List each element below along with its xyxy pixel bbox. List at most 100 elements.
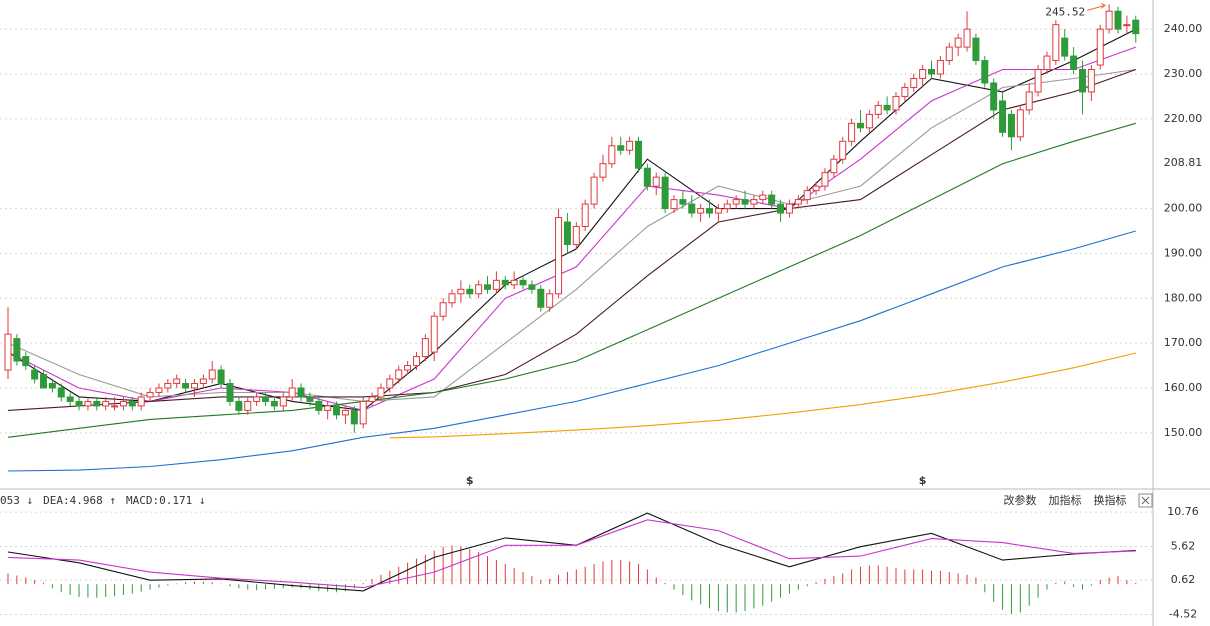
- candle-body: [723, 203, 731, 210]
- candle-body: [812, 185, 820, 192]
- indicator-line: [7, 46, 1136, 411]
- candle-body: [492, 279, 500, 290]
- event-marker: $: [466, 474, 474, 487]
- candle-body: [981, 60, 989, 84]
- candle-body: [57, 387, 65, 398]
- candle-body: [572, 226, 580, 245]
- candle-body: [821, 172, 829, 187]
- candle-body: [999, 100, 1007, 133]
- candle-body: [368, 396, 376, 402]
- candle-body: [235, 400, 243, 411]
- candle-body: [333, 405, 341, 416]
- candle-body: [448, 293, 456, 304]
- candle-body: [306, 396, 314, 402]
- candle-body: [679, 199, 687, 205]
- indicator-line: [7, 122, 1136, 438]
- candle-body: [626, 140, 634, 151]
- candle-body: [1096, 28, 1104, 66]
- candle-body: [510, 279, 518, 286]
- candle-body: [22, 356, 30, 367]
- candle-body: [546, 293, 554, 308]
- candle-body: [634, 140, 642, 169]
- candle-body: [794, 199, 802, 205]
- candle-body: [199, 378, 207, 384]
- y-tick-label: 10.76: [1167, 505, 1199, 518]
- high-arrow: [1086, 2, 1107, 11]
- candle-body: [972, 37, 980, 62]
- y-tick-label: 0.62: [1171, 573, 1196, 586]
- candle-body: [475, 284, 483, 295]
- y-tick-label: 240.00: [1164, 22, 1203, 35]
- candle-body: [581, 203, 589, 228]
- candle-body: [608, 145, 616, 165]
- candle-body: [75, 400, 83, 407]
- candle-body: [315, 400, 323, 411]
- candle-body: [945, 46, 953, 62]
- candle-body: [661, 176, 669, 210]
- candle-body: [146, 391, 154, 398]
- candle-body: [4, 333, 12, 371]
- close-icon: [1141, 496, 1150, 505]
- candle-body: [706, 208, 714, 214]
- candle-body: [919, 69, 927, 79]
- candle-body: [217, 369, 225, 384]
- candle-body: [102, 400, 110, 407]
- candle-body: [1025, 91, 1033, 111]
- candle-body: [652, 176, 660, 187]
- toolbar-button[interactable]: 换指标: [1094, 493, 1127, 507]
- candle-body: [253, 396, 261, 402]
- candle-body: [164, 382, 172, 389]
- candle-body: [84, 400, 92, 407]
- last-price-label: 208.81: [1164, 156, 1203, 169]
- candle-body: [359, 400, 367, 425]
- candle-body: [555, 217, 563, 295]
- candle-body: [1016, 109, 1024, 138]
- y-tick-label: 200.00: [1164, 202, 1203, 215]
- high-label: 245.52: [1045, 5, 1085, 18]
- candle-body: [617, 145, 625, 151]
- candle-body: [963, 28, 971, 48]
- candle-body: [226, 382, 234, 402]
- candle-body: [457, 288, 465, 295]
- y-tick-label: 190.00: [1164, 246, 1203, 259]
- candle-body: [688, 203, 696, 214]
- candle-body: [768, 194, 776, 205]
- candle-body: [732, 199, 740, 205]
- candle-body: [466, 288, 474, 295]
- candle-body: [190, 382, 198, 389]
- candle-body: [856, 122, 864, 129]
- y-tick-label: 220.00: [1164, 112, 1203, 125]
- candle-body: [484, 284, 492, 290]
- candle-body: [324, 405, 332, 411]
- candle-body: [928, 69, 936, 75]
- candle-body: [1087, 69, 1095, 93]
- candle-body: [208, 369, 216, 380]
- candle-body: [31, 369, 39, 380]
- y-tick-label: 5.62: [1171, 540, 1196, 553]
- candle-body: [519, 279, 527, 286]
- y-tick-label: 230.00: [1164, 67, 1203, 80]
- candle-body: [395, 369, 403, 380]
- candle-body: [66, 396, 74, 402]
- candle-body: [13, 338, 21, 362]
- toolbar-button[interactable]: 加指标: [1049, 493, 1082, 507]
- toolbar-button[interactable]: 改参数: [1004, 493, 1037, 507]
- event-marker: $: [919, 474, 927, 487]
- candle-body: [1007, 113, 1015, 138]
- candle-body: [1052, 24, 1060, 62]
- candle-body: [350, 409, 358, 425]
- candle-body: [412, 356, 420, 367]
- candle-body: [785, 203, 793, 214]
- candle-body: [848, 122, 856, 142]
- candle-body: [1061, 37, 1069, 57]
- y-tick-label: -4.52: [1169, 608, 1197, 621]
- candle-body: [936, 60, 944, 75]
- candle-body: [1034, 69, 1042, 93]
- indicator-line: [7, 519, 1136, 589]
- candle-body: [155, 387, 163, 393]
- candle-body: [137, 396, 145, 407]
- y-tick-label: 170.00: [1164, 336, 1203, 349]
- candle-body: [1105, 10, 1113, 30]
